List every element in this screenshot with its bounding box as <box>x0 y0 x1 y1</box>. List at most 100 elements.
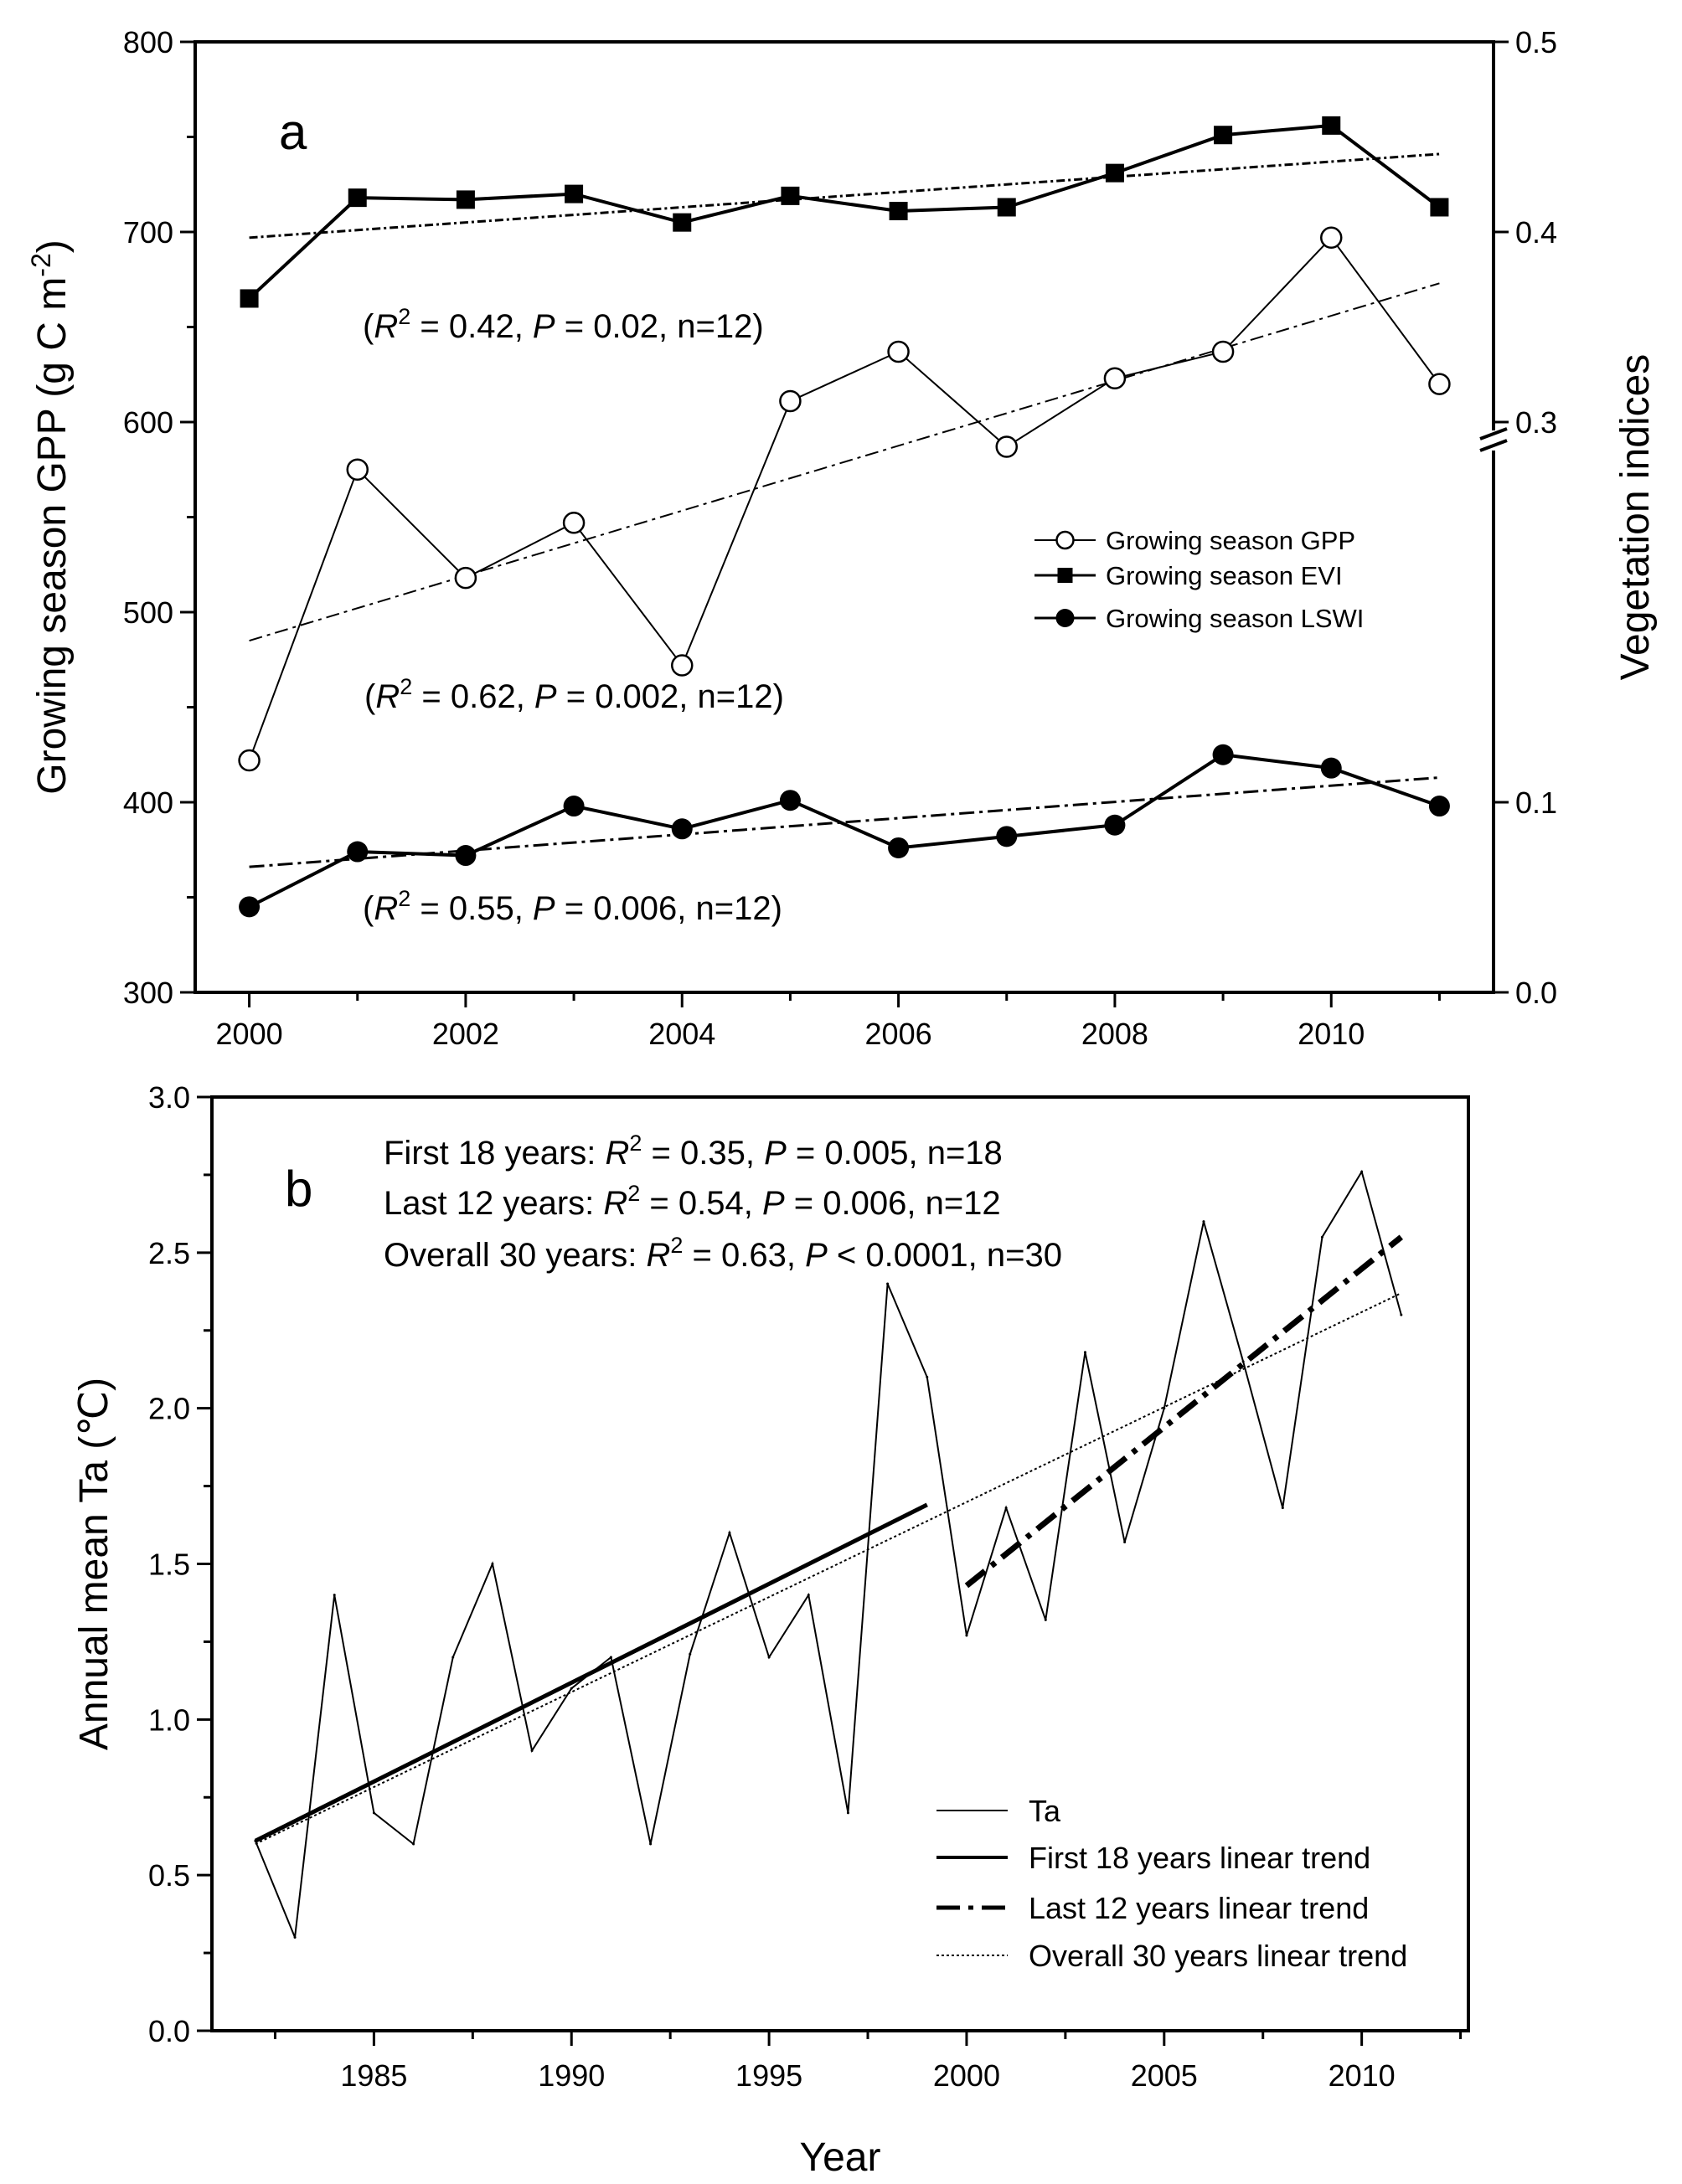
data-point <box>451 1656 455 1659</box>
stat-annotation-last12: Last 12 years: R2 = 0.54, P = 0.006, n=1… <box>384 1181 1001 1222</box>
x-tick-label: 2000 <box>933 2058 1000 2093</box>
y2-tick-label: 0.0 <box>1515 976 1557 1010</box>
y-tick-label: 2.0 <box>148 1392 190 1426</box>
x-tick-label: 2008 <box>1081 1017 1148 1051</box>
series-line-ta <box>254 1169 1402 1938</box>
data-point <box>1320 226 1343 250</box>
data-point <box>779 790 801 811</box>
data-point <box>240 289 259 308</box>
stat-r-symbol: R <box>374 308 398 345</box>
data-point <box>1428 796 1450 817</box>
data-point <box>1123 1540 1127 1543</box>
data-point <box>1044 1618 1047 1621</box>
data-point <box>293 1936 297 1939</box>
data-point <box>346 458 369 481</box>
data-point <box>997 198 1016 217</box>
stat-r-symbol: R <box>646 1237 670 1274</box>
stat-r2-value: = 0.63, <box>683 1237 805 1274</box>
stat-p-value: = 0.02, n=12) <box>555 308 764 345</box>
stat-superscript: 2 <box>400 674 412 699</box>
data-point <box>888 837 910 858</box>
data-point <box>570 1687 573 1690</box>
series-line <box>248 123 1441 300</box>
data-point <box>779 389 802 413</box>
legend-marker <box>1055 530 1075 550</box>
x-tick-label: 2000 <box>216 1017 283 1051</box>
stat-p-symbol: P <box>533 890 555 927</box>
stat-p-symbol: P <box>762 1185 785 1222</box>
y2-tick-label: 0.3 <box>1515 405 1557 440</box>
stat-text: Last 12 years: <box>384 1185 603 1222</box>
data-point <box>995 435 1018 458</box>
x-tick-label: 2004 <box>648 1017 715 1051</box>
stat-text: ( <box>364 678 376 715</box>
stat-superscript: 2 <box>398 304 410 329</box>
data-point <box>347 841 369 863</box>
data-point <box>1105 163 1124 183</box>
data-point <box>456 190 475 209</box>
y-tick-label: 1.5 <box>148 1548 190 1582</box>
data-point <box>239 896 261 918</box>
x-tick-label: 2010 <box>1329 2058 1396 2093</box>
x-tick-label: 1985 <box>340 2058 407 2093</box>
y-tick-label: 400 <box>123 786 173 820</box>
legend-label: Growing season GPP <box>1106 526 1355 555</box>
data-point <box>454 566 477 590</box>
y-tick-label: 2.5 <box>148 1236 190 1270</box>
data-point <box>333 1594 336 1597</box>
y-tick-label: 0.5 <box>148 1858 190 1893</box>
legend-label: Growing season LSWI <box>1106 604 1364 633</box>
y-tick-label: 600 <box>123 405 173 440</box>
stat-annotation-gpp: (R2 = 0.62, P = 0.002, n=12) <box>364 674 784 715</box>
data-point <box>412 1842 415 1846</box>
y2-tick-label: 0.5 <box>1515 25 1557 59</box>
legend-label: Growing season EVI <box>1106 561 1343 590</box>
data-point <box>1320 1235 1323 1239</box>
stat-r2-value: = 0.54, <box>640 1185 762 1222</box>
data-point <box>689 1652 692 1656</box>
panel-a: 2000 2002 2004 2006 2008 2010 300 400 500 600 700 8… <box>26 25 1658 1051</box>
y-tick-label: 800 <box>123 25 173 59</box>
stat-superscript: 2 <box>398 886 410 911</box>
y-axis-label-superscript: -2 <box>26 253 56 276</box>
legend-label: Last 12 years linear trend <box>1029 1891 1369 1925</box>
data-point <box>673 213 692 232</box>
stat-p-symbol: P <box>534 678 557 715</box>
data-point <box>491 1563 494 1565</box>
data-point <box>563 796 585 817</box>
series-line <box>248 753 1441 909</box>
data-point <box>1322 116 1341 135</box>
stat-r2-value: = 0.35, <box>642 1135 764 1172</box>
data-point <box>1281 1507 1284 1510</box>
data-point <box>609 1656 612 1659</box>
stat-text: ( <box>363 308 374 345</box>
stat-text: Overall 30 years: <box>384 1237 646 1274</box>
data-point <box>781 186 800 205</box>
y-axis-label-text: ) <box>30 240 75 253</box>
data-point <box>996 826 1018 847</box>
trend-line <box>254 1502 928 1843</box>
y-tick-label: 3.0 <box>148 1080 190 1115</box>
x-tick-label: 2002 <box>432 1017 499 1051</box>
stat-annotation-lswi: (R2 = 0.55, P = 0.006, n=12) <box>363 886 782 927</box>
data-point <box>1083 1351 1086 1354</box>
trend-line <box>964 1234 1404 1589</box>
data-point <box>965 1634 968 1637</box>
data-point <box>565 184 584 203</box>
stat-p-value: < 0.0001, n=30 <box>828 1237 1062 1274</box>
data-point <box>767 1656 771 1659</box>
trend-line <box>249 282 1440 642</box>
legend-label: Overall 30 years linear trend <box>1029 1939 1407 1973</box>
x-axis-label: Year <box>800 2135 881 2180</box>
data-point <box>1320 757 1342 779</box>
y2-tick-label: 0.1 <box>1515 786 1557 820</box>
data-point <box>889 202 908 221</box>
stat-p-symbol: P <box>805 1237 828 1274</box>
data-point <box>671 818 693 840</box>
data-point <box>671 654 694 677</box>
y-axis-label-text: Growing season GPP (g C m <box>30 277 75 795</box>
stat-r2-value: = 0.42, <box>410 308 533 345</box>
data-point <box>530 1749 534 1752</box>
stat-text: ( <box>363 890 374 927</box>
